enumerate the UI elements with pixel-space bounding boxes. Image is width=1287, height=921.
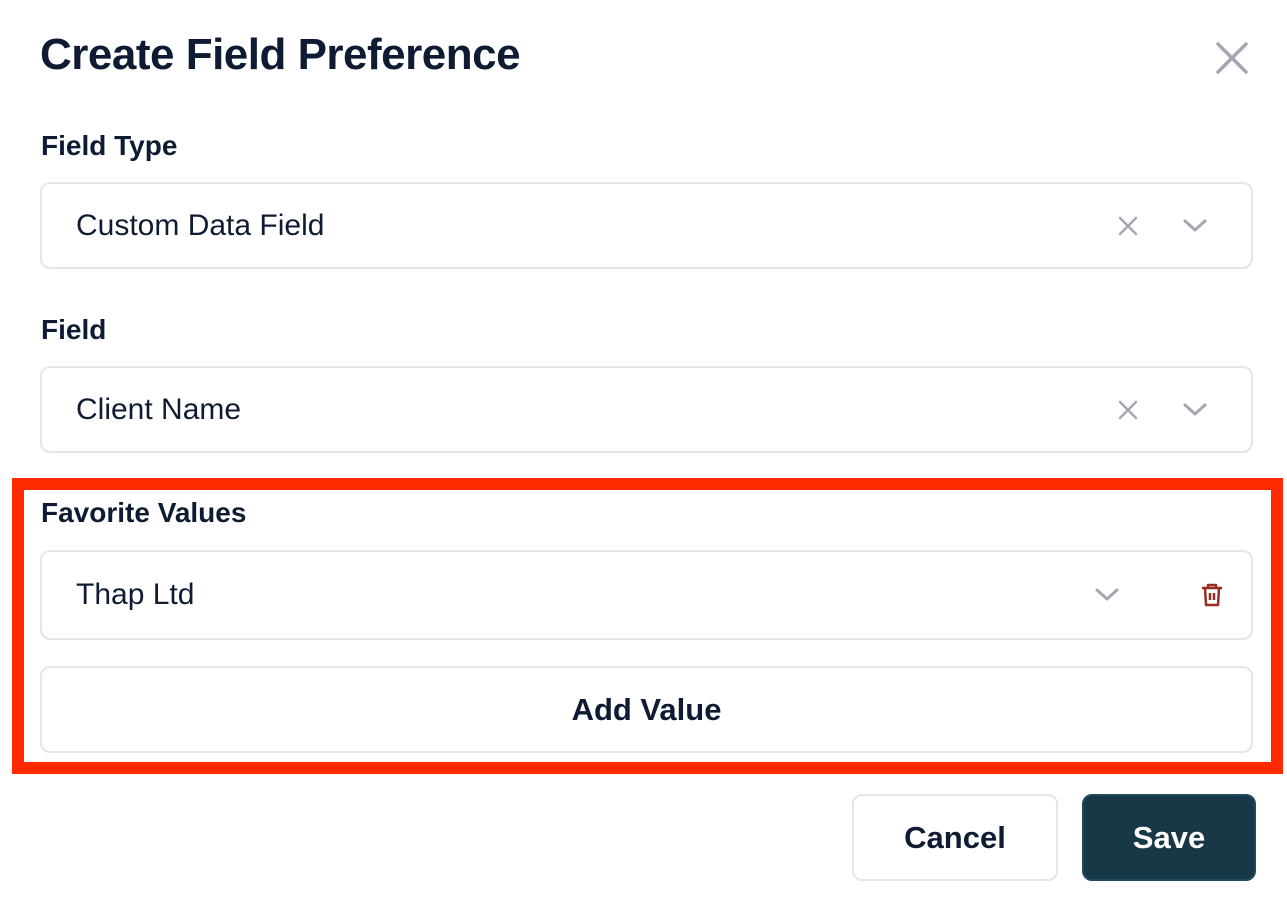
field-type-select[interactable]: Custom Data Field [40,182,1253,269]
chevron-down-icon[interactable] [1094,587,1120,603]
dialog-title: Create Field Preference [40,30,521,79]
field-type-label: Field Type [41,130,178,161]
field-value: Client Name [76,392,242,426]
save-button[interactable]: Save [1082,794,1256,881]
cancel-button[interactable]: Cancel [852,794,1058,881]
field-label: Field [41,314,107,345]
trash-icon[interactable] [1200,582,1224,608]
close-icon[interactable] [1212,38,1252,78]
favorite-value: Thap Ltd [76,578,195,611]
favorite-values-label: Favorite Values [41,497,247,528]
clear-icon[interactable] [1117,399,1139,421]
chevron-down-icon[interactable] [1182,402,1208,418]
favorite-value-select[interactable]: Thap Ltd [40,550,1253,640]
chevron-down-icon[interactable] [1182,218,1208,234]
clear-icon[interactable] [1117,215,1139,237]
add-value-button[interactable]: Add Value [40,666,1253,753]
field-select[interactable]: Client Name [40,366,1253,453]
field-type-value: Custom Data Field [76,208,325,242]
